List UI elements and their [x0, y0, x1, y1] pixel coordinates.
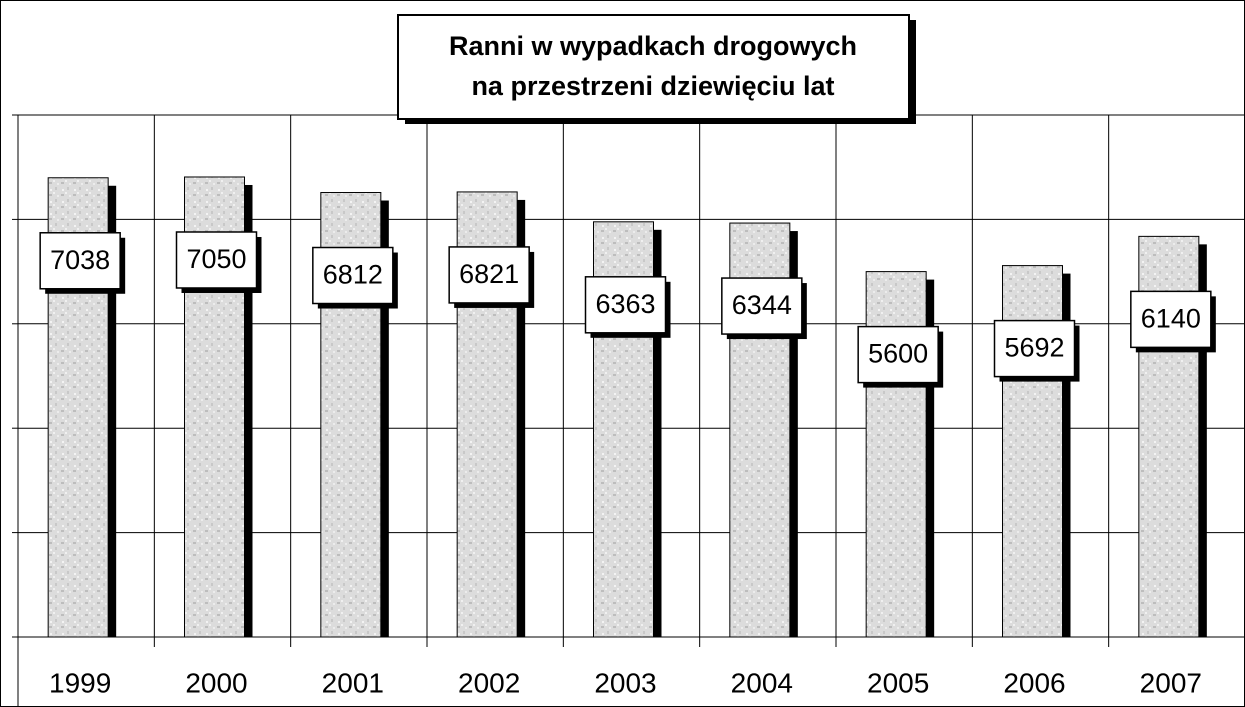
value-label-box — [39, 232, 121, 290]
x-tick-label: 2001 — [322, 667, 384, 698]
value-label-box — [312, 246, 394, 305]
value-label-box — [857, 325, 939, 384]
x-tick-label: 2007 — [1140, 667, 1202, 698]
value-label: 7050 — [186, 244, 246, 274]
x-tick-label: 1999 — [49, 667, 111, 698]
value-label-box — [721, 277, 803, 335]
value-label: 6344 — [732, 290, 792, 320]
value-label-box — [175, 231, 258, 289]
value-label: 7038 — [50, 245, 110, 275]
x-tick-label: 2005 — [867, 667, 929, 698]
x-tick-label: 2002 — [458, 667, 520, 698]
x-tick-label: 2000 — [185, 667, 247, 698]
value-label: 6821 — [459, 259, 519, 289]
value-label: 5692 — [1004, 333, 1064, 363]
chart-title: Ranni w wypadkach drogowych — [449, 31, 857, 61]
value-label: 6812 — [323, 260, 383, 290]
x-tick-label: 2006 — [1003, 667, 1065, 698]
value-label: 6363 — [595, 289, 655, 319]
chart-subtitle: na przestrzeni dziewięciu lat — [471, 71, 834, 101]
x-tick-label: 2004 — [731, 667, 793, 698]
x-tick-label: 2003 — [594, 667, 656, 698]
value-label-box — [584, 276, 667, 334]
value-label: 6140 — [1141, 303, 1201, 333]
title-box — [397, 14, 910, 120]
value-label: 5600 — [868, 339, 928, 369]
value-label-box — [448, 246, 530, 304]
value-label-box — [993, 319, 1076, 378]
value-label-box — [1130, 290, 1212, 349]
